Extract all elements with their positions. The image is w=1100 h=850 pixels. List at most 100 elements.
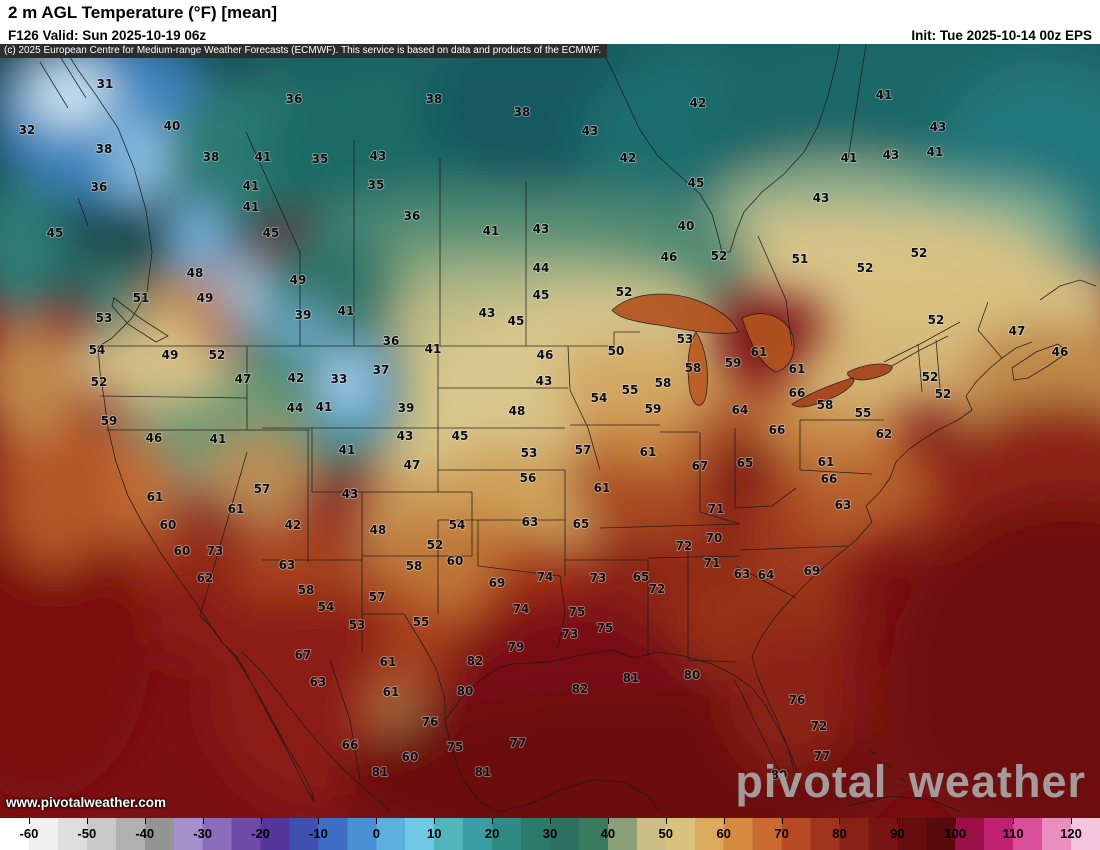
temperature-label: 57: [369, 590, 386, 604]
temperature-label: 45: [263, 226, 280, 240]
temperature-label: 41: [316, 400, 333, 414]
temperature-label: 42: [690, 96, 707, 110]
colorbar-tick-label: -60: [19, 826, 39, 841]
temperature-label: 69: [804, 564, 821, 578]
temperature-label: 38: [96, 142, 113, 156]
temperature-label: 44: [533, 261, 550, 275]
temperature-label: 54: [591, 391, 608, 405]
temperature-label: 55: [855, 406, 872, 420]
temperature-label: 40: [678, 219, 695, 233]
colorbar-tick: [550, 818, 551, 824]
temperature-label: 46: [661, 250, 678, 264]
temperature-label: 74: [513, 602, 530, 616]
colorbar-tick-label: 100: [944, 826, 967, 841]
temperature-label: 41: [210, 432, 227, 446]
temperature-label: 52: [209, 348, 226, 362]
temperature-label: 49: [290, 273, 307, 287]
colorbar-tick-label: 110: [1002, 826, 1024, 841]
temperature-label: 61: [383, 685, 400, 699]
temperature-label: 54: [89, 343, 106, 357]
temperature-label: 52: [857, 261, 874, 275]
colorbar-tick: [1013, 818, 1015, 824]
temperature-label: 43: [342, 487, 359, 501]
temperature-label: 43: [883, 148, 900, 162]
temperature-label: 32: [19, 123, 36, 137]
colorbar-tick-label: 50: [658, 826, 674, 841]
temperature-label: 66: [342, 738, 359, 752]
temperature-label: 58: [406, 559, 423, 573]
temperature-label: 31: [97, 77, 114, 91]
temperature-label: 45: [508, 314, 525, 328]
temperature-label: 41: [876, 88, 893, 102]
temperature-label: 42: [620, 151, 637, 165]
colorbar-tick-label: 60: [716, 826, 731, 841]
colorbar-tick: [897, 818, 899, 824]
temperature-label: 52: [928, 313, 945, 327]
temperature-label: 60: [174, 544, 191, 558]
temperature-label: 43: [370, 149, 387, 163]
temperature-label: 45: [533, 288, 550, 302]
temperature-label: 43: [582, 124, 599, 138]
temperature-label: 42: [288, 371, 305, 385]
temperature-label: 47: [235, 372, 252, 386]
temperature-label: 81: [372, 765, 389, 779]
temperature-label: 41: [425, 342, 442, 356]
temperature-label: 63: [835, 498, 852, 512]
temperature-label: 52: [922, 370, 939, 384]
temperature-label: 45: [47, 226, 64, 240]
temperature-label: 67: [295, 648, 312, 662]
temperature-label: 58: [655, 376, 672, 390]
temperature-label: 52: [427, 538, 444, 552]
temperature-label: 65: [633, 570, 650, 584]
temperature-label: 75: [597, 621, 614, 635]
colorbar-tick-label: -40: [135, 826, 155, 841]
temperature-field: [0, 44, 1100, 818]
temperature-label: 54: [449, 518, 466, 532]
temperature-label: 35: [312, 152, 329, 166]
temperature-label: 48: [370, 523, 387, 537]
temperature-label: 54: [318, 600, 335, 614]
temperature-label: 52: [711, 249, 728, 263]
temperature-label: 81: [623, 671, 640, 685]
temperature-label: 61: [380, 655, 397, 669]
temperature-label: 41: [927, 145, 944, 159]
temperature-label: 56: [520, 471, 537, 485]
colorbar-tick: [839, 818, 841, 824]
temperature-label: 60: [402, 750, 419, 764]
temperature-label: 72: [676, 539, 693, 553]
temperature-label: 66: [769, 423, 786, 437]
colorbar-tick: [202, 818, 204, 824]
temperature-label: 71: [708, 502, 725, 516]
page-title: 2 m AGL Temperature (°F) [mean]: [8, 3, 278, 22]
temperature-label: 62: [876, 427, 893, 441]
temperature-label: 52: [935, 387, 952, 401]
temperature-label: 60: [447, 554, 464, 568]
temperature-label: 42: [285, 518, 302, 532]
colorbar-tick-label: 40: [600, 826, 616, 841]
colorbar-tick-label: -10: [309, 826, 328, 841]
temperature-label: 63: [734, 567, 751, 581]
temperature-label: 53: [521, 446, 538, 460]
colorbar-tick-label: 80: [832, 826, 847, 841]
temperature-label: 70: [706, 531, 723, 545]
colorbar-tick-label: 90: [890, 826, 905, 841]
temperature-label: 65: [737, 456, 754, 470]
temperature-label: 73: [207, 544, 224, 558]
temperature-label: 61: [228, 502, 245, 516]
temperature-label: 81: [475, 765, 492, 779]
colorbar-tick: [1071, 818, 1073, 824]
colorbar-tick: [28, 818, 30, 824]
temperature-label: 38: [426, 92, 443, 106]
temperature-label: 76: [422, 715, 439, 729]
temperature-label: 43: [813, 191, 830, 205]
geo-borders: [39, 44, 1097, 813]
colorbar-tick-label: 120: [1060, 826, 1082, 841]
temperature-label: 36: [91, 180, 108, 194]
temperature-label: 36: [286, 92, 303, 106]
temperature-label: 53: [677, 332, 694, 346]
weather-map[interactable]: 31 36 38 42 41 32 40 38 43 43 38 38 41 35 43 42 41 43 41 36…: [0, 44, 1100, 818]
temperature-label: 36: [404, 209, 421, 223]
temperature-label: 38: [514, 105, 531, 119]
temperature-label: 55: [622, 383, 639, 397]
colorbar-tick: [144, 818, 146, 824]
